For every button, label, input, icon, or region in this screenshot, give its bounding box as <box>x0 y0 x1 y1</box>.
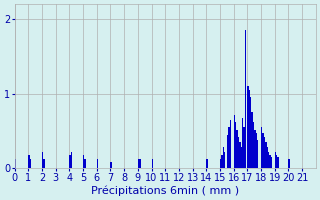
X-axis label: Précipitations 6min ( mm ): Précipitations 6min ( mm ) <box>91 185 239 196</box>
Bar <box>267 147 268 168</box>
Bar <box>42 152 43 168</box>
Bar <box>229 120 231 168</box>
Bar <box>110 162 112 168</box>
Bar <box>257 140 258 168</box>
Bar <box>244 30 246 168</box>
Bar <box>206 159 208 168</box>
Bar <box>268 152 269 168</box>
Bar <box>220 159 221 168</box>
Bar <box>234 115 235 168</box>
Bar <box>253 122 254 168</box>
Bar <box>276 155 277 168</box>
Bar <box>221 155 223 168</box>
Bar <box>235 122 236 168</box>
Bar <box>224 152 226 168</box>
Bar <box>269 155 271 168</box>
Bar <box>242 118 243 168</box>
Bar <box>236 130 238 168</box>
Bar <box>15 159 16 168</box>
Bar <box>254 130 256 168</box>
Bar <box>261 127 262 168</box>
Bar <box>288 159 290 168</box>
Bar <box>228 127 229 168</box>
Bar <box>264 137 265 168</box>
Bar <box>249 90 250 168</box>
Bar <box>250 97 252 168</box>
Bar <box>84 159 86 168</box>
Bar <box>243 127 244 168</box>
Bar <box>43 159 45 168</box>
Bar <box>28 155 30 168</box>
Bar <box>138 159 139 168</box>
Bar <box>83 155 84 168</box>
Bar <box>139 159 140 168</box>
Bar <box>69 155 71 168</box>
Bar <box>262 133 264 168</box>
Bar <box>241 147 242 168</box>
Bar <box>151 159 153 168</box>
Bar <box>238 137 239 168</box>
Bar <box>247 86 249 168</box>
Bar <box>256 133 257 168</box>
Bar <box>223 147 224 168</box>
Bar <box>71 152 72 168</box>
Bar <box>30 159 31 168</box>
Bar <box>275 152 276 168</box>
Bar <box>265 142 267 168</box>
Bar <box>227 135 228 168</box>
Bar <box>239 142 241 168</box>
Bar <box>252 112 253 168</box>
Bar <box>271 157 272 168</box>
Bar <box>277 157 279 168</box>
Bar <box>97 159 98 168</box>
